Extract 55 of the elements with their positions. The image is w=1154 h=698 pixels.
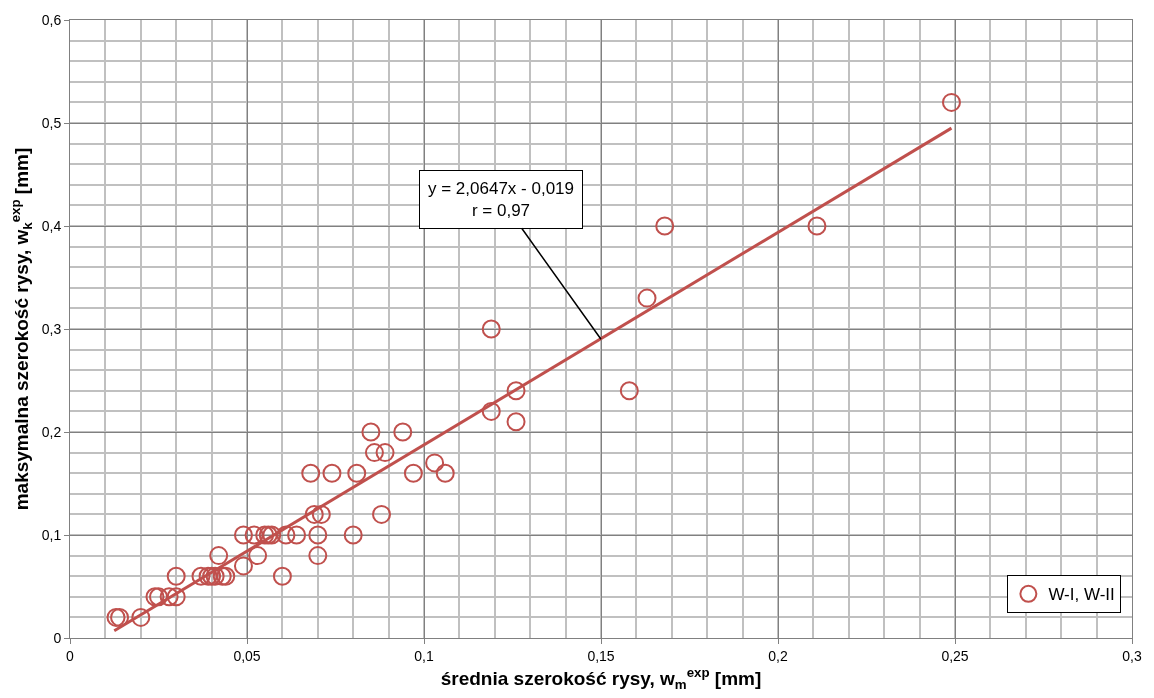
x-axis-title: średnia szerokość rysy, w$_{m}$$^{exp}$ [mm]	[440, 664, 762, 692]
point	[393, 422, 413, 442]
y-tick-label: 0,5	[41, 114, 62, 131]
x-tick-label: 0,1	[414, 647, 434, 664]
point	[166, 587, 186, 607]
point	[361, 422, 381, 442]
point	[233, 556, 253, 576]
point	[655, 216, 675, 236]
x-tick-label: 0	[66, 647, 75, 664]
point	[248, 546, 268, 566]
point	[272, 566, 292, 586]
point	[304, 504, 324, 524]
point	[322, 463, 342, 483]
point	[131, 607, 151, 627]
point	[619, 381, 639, 401]
point	[308, 525, 328, 545]
x-tick-label: 0,25	[941, 647, 969, 664]
x-tick-label: 0,2	[768, 647, 788, 664]
point	[425, 453, 445, 473]
y-tick-label: 0,6	[41, 11, 62, 28]
point	[435, 463, 455, 483]
point	[506, 381, 526, 401]
point	[807, 216, 827, 236]
y-tick-label: 0,3	[41, 320, 62, 337]
point	[375, 443, 395, 463]
point	[166, 566, 186, 586]
point	[301, 463, 321, 483]
point	[481, 319, 501, 339]
y-tick-label: 0,1	[41, 526, 62, 543]
point	[637, 288, 657, 308]
point	[209, 546, 229, 566]
x-tick-label: 0,15	[587, 647, 615, 664]
point	[372, 504, 392, 524]
point	[308, 546, 328, 566]
point	[941, 92, 961, 112]
point	[403, 463, 423, 483]
point	[287, 525, 307, 545]
point	[191, 566, 211, 586]
y-tick-label: 0,2	[41, 423, 62, 440]
y-tick-label: 0,4	[41, 217, 62, 234]
point	[276, 525, 296, 545]
point	[481, 401, 501, 421]
point	[311, 504, 331, 524]
point	[244, 525, 264, 545]
point	[159, 587, 179, 607]
point	[233, 525, 253, 545]
x-tick-label: 0,05	[233, 647, 261, 664]
x-tick-label: 0,3	[1122, 647, 1142, 664]
point	[364, 443, 384, 463]
legend-label: W-I, W-II	[1048, 585, 1115, 605]
y-tick-label: 0	[53, 629, 62, 646]
point	[343, 525, 363, 545]
annotation: y = 2,0647x - 0,019 r = 0,97	[428, 179, 575, 221]
point	[506, 412, 526, 432]
point	[347, 463, 367, 483]
